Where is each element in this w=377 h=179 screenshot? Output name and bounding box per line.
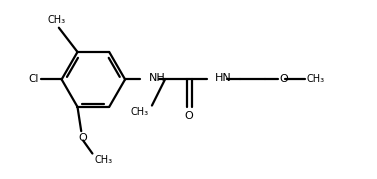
Text: Cl: Cl bbox=[28, 74, 38, 84]
Text: O: O bbox=[185, 111, 194, 121]
Text: CH₃: CH₃ bbox=[94, 155, 112, 165]
Text: O: O bbox=[79, 133, 87, 143]
Text: CH₃: CH₃ bbox=[131, 107, 149, 117]
Text: CH₃: CH₃ bbox=[307, 74, 325, 84]
Text: NH: NH bbox=[149, 72, 166, 83]
Text: CH₃: CH₃ bbox=[48, 15, 66, 25]
Text: HN: HN bbox=[215, 72, 232, 83]
Text: O: O bbox=[279, 74, 288, 84]
